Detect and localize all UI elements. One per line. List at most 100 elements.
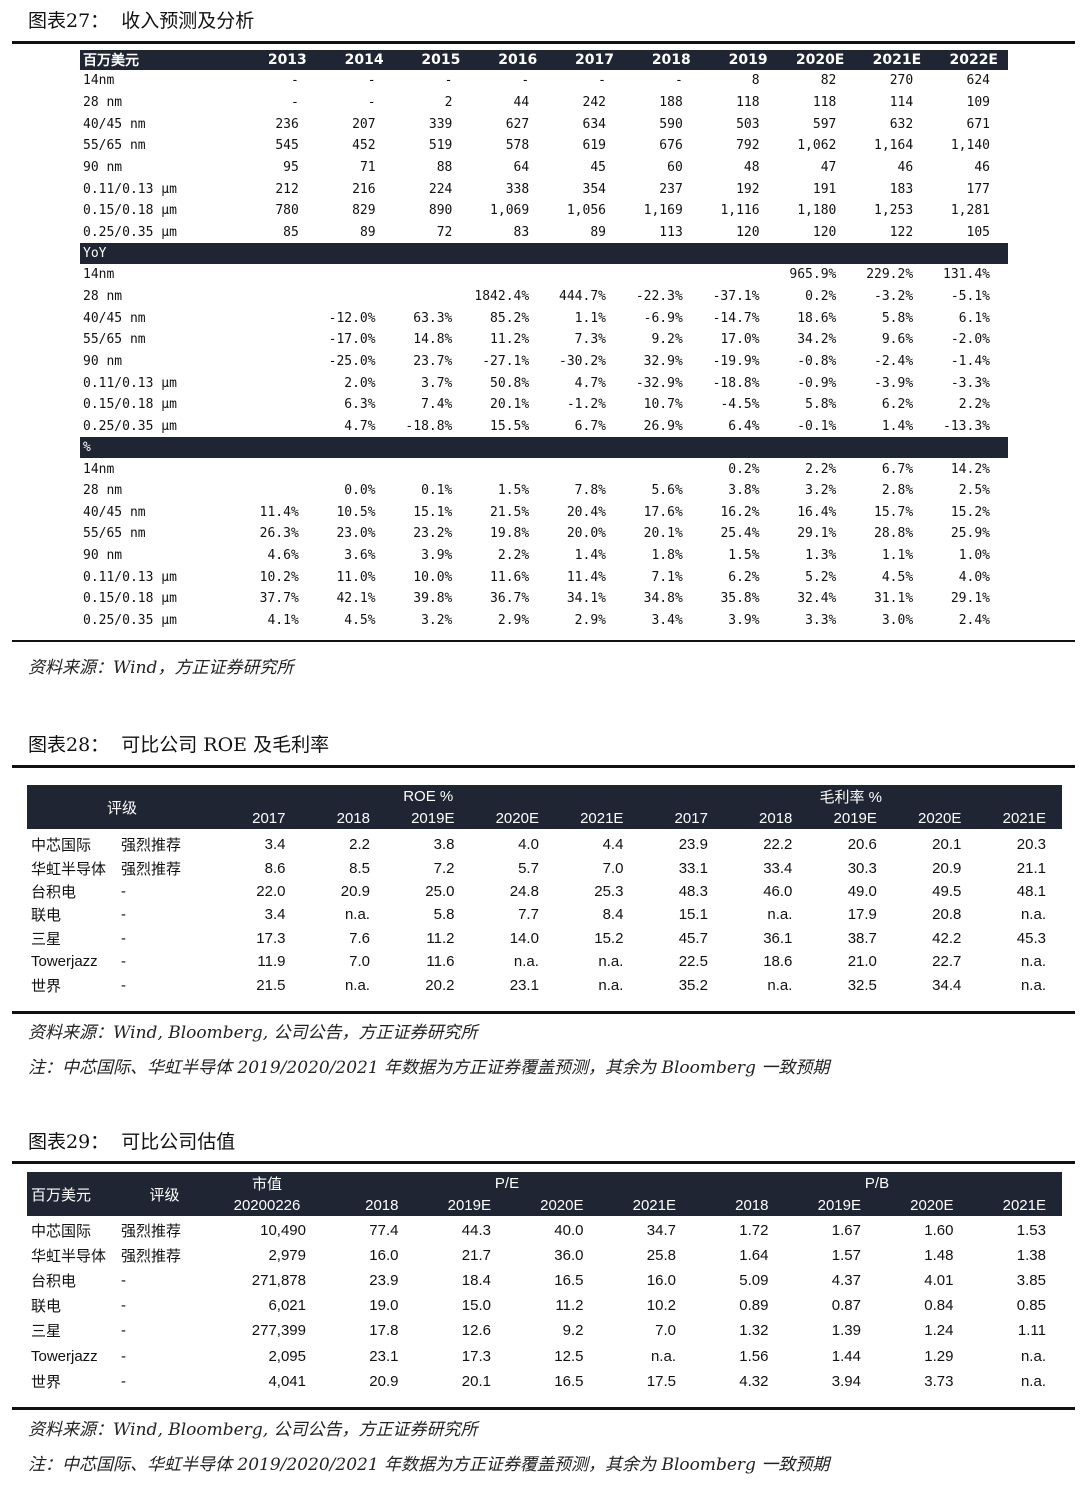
value-cell: 32.4% [797, 591, 837, 607]
fig29-bottom-rule [12, 1407, 1075, 1410]
value-cell: 105 [966, 224, 990, 240]
table-row: 台积电 - 22.0 20.9 25.0 24.8 25.3 48.3 46.0 49.0 49.5… [27, 880, 1062, 903]
value-cell: 1.1% [574, 310, 606, 326]
value-cell: 4.5% [881, 569, 914, 585]
value-cell: 0.1% [421, 483, 453, 499]
value-cell: 503 [736, 116, 760, 132]
value-cell [240, 351, 317, 373]
value-cell: 3.8% [728, 483, 760, 499]
fig29-valuation-table: 百万美元 评级 市值 P/E P/B 20200226 2018 2019E 2020E 2021… [27, 1172, 1062, 1394]
value-cell: 8.5 [349, 859, 370, 877]
value-cell: 270 [889, 73, 914, 89]
value-cell: 634 [582, 116, 606, 132]
value-cell: 15.5% [490, 418, 530, 434]
value-cell: 2.9% [497, 613, 530, 629]
value-cell: 6.4% [728, 418, 760, 434]
value-cell: 5.7 [518, 859, 539, 877]
value-cell: 4.01 [924, 1272, 954, 1290]
value-cell: 9.2 [562, 1322, 584, 1340]
table-row: 0.25/0.35 μm 4.7% -18.8% 15.5% 6.7% 26.9% 6.4%… [80, 416, 1008, 438]
company-name: 联电 [31, 907, 62, 925]
value-cell: 64 [513, 159, 530, 175]
fig29-note: 注：中芯国际、华虹半导体 2019/2020/2021 年数据为方正证券覆盖预测… [28, 1455, 830, 1475]
value-cell: 95 [283, 159, 299, 175]
value-cell: - [444, 73, 453, 89]
value-cell: 4.7% [574, 375, 606, 391]
row-label: 28 nm [83, 483, 123, 499]
value-cell: -2.0% [950, 332, 990, 348]
row-label: 28 nm [83, 289, 123, 305]
value-cell: 3.0% [881, 613, 914, 629]
year-header: 2022E [931, 50, 1008, 70]
value-cell: 3.4% [651, 613, 683, 629]
fig28-top-rule [12, 765, 1075, 768]
row-label: 90 nm [83, 548, 123, 564]
value-cell: 25.9% [950, 526, 990, 542]
value-cell: n.a. [513, 953, 539, 971]
value-cell: 22.5 [678, 953, 708, 971]
value-cell: -17.0% [328, 332, 376, 348]
row-label: 0.11/0.13 μm [83, 181, 177, 197]
value-cell: 444.7% [559, 289, 606, 305]
value-cell: 25.0 [425, 882, 455, 900]
rating: - [121, 976, 126, 994]
value-cell: 20.9 [369, 1372, 399, 1390]
company-name: 世界 [31, 1373, 62, 1391]
value-cell: 49.5 [932, 882, 962, 900]
year-header: 2019 [700, 50, 778, 70]
value-cell [394, 458, 471, 480]
value-cell: 5.8% [805, 397, 837, 413]
value-cell: 63.3% [413, 310, 453, 326]
value-cell: 1,062 [797, 138, 837, 154]
value-cell: 965.9% [789, 267, 837, 283]
value-cell: 22.2 [763, 836, 793, 854]
value-cell: 89 [359, 224, 376, 240]
value-cell: 45.3 [1016, 929, 1046, 947]
row-label: 0.15/0.18 μm [83, 203, 177, 219]
value-cell: 0.89 [739, 1297, 769, 1315]
value-cell: 118 [736, 94, 760, 110]
value-cell: 47 [820, 159, 837, 175]
table-row: 中芯国际 强烈推荐 3.4 2.2 3.8 4.0 4.4 23.9 22.2 20.6 20.1 2… [27, 833, 1062, 856]
value-cell: 14.8% [413, 332, 453, 348]
value-cell: 11.2 [555, 1297, 584, 1315]
value-cell: 32.5 [847, 976, 877, 994]
value-cell: 4.6% [267, 548, 299, 564]
value-cell: 36.1 [763, 929, 793, 947]
year-header: 2020E [507, 1194, 600, 1216]
value-cell: 216 [352, 181, 376, 197]
value-cell: 7.7 [518, 906, 539, 924]
value-cell: 15.0 [461, 1297, 491, 1315]
company-name: 台积电 [31, 1273, 77, 1291]
value-cell: 16.4% [797, 504, 837, 520]
value-cell: 11.6 [426, 953, 455, 971]
value-cell [240, 307, 317, 329]
value-cell: 519 [428, 138, 453, 154]
value-cell: 6.7% [574, 418, 606, 434]
value-cell: 20.1 [932, 836, 962, 854]
value-cell: 10.7% [643, 397, 683, 413]
value-cell: 82 [820, 73, 837, 89]
value-cell: 11.9 [257, 953, 286, 971]
value-cell: 1.67 [831, 1222, 861, 1240]
value-cell: 1,253 [874, 203, 914, 219]
value-cell: 77.4 [369, 1222, 399, 1240]
value-cell: 3.3% [805, 613, 837, 629]
value-cell [240, 372, 317, 394]
value-cell: 2.8% [881, 483, 914, 499]
value-cell: 7.0 [349, 953, 370, 971]
company-name: 三星 [31, 1323, 62, 1341]
mktcap-header: 市值 [212, 1172, 322, 1194]
table-row: 联电 - 3.4 n.a. 5.8 7.7 8.4 15.1 n.a. 17.9 20.8 n.a. [27, 903, 1062, 926]
value-cell: 4.4 [602, 836, 624, 854]
value-cell: 31.1% [874, 591, 914, 607]
value-cell [394, 264, 471, 286]
value-cell: 3.94 [831, 1372, 861, 1390]
value-cell: 34.1% [566, 591, 606, 607]
fig28-roe-margin-table: 评级 ROE % 毛利率 % 2017 2018 2019E 2020E 2021E 2017 2… [27, 785, 1062, 997]
value-cell: 83 [513, 224, 530, 240]
value-cell: 624 [966, 73, 990, 89]
value-cell [240, 264, 317, 286]
value-cell: 2.2% [958, 397, 990, 413]
value-cell: 1,069 [490, 203, 530, 219]
